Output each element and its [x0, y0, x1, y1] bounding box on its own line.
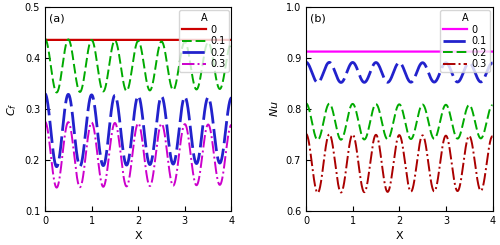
0.1 — [374, 62, 380, 65]
0.3 — [64, 125, 70, 128]
0 — [225, 38, 231, 41]
0.2 — [54, 165, 60, 168]
0.2 — [324, 105, 330, 108]
0.2 — [303, 102, 309, 105]
0.1 — [314, 81, 320, 84]
0.3 — [303, 133, 309, 135]
0.3 — [74, 178, 80, 181]
0.1 — [336, 79, 342, 82]
0.3 — [54, 186, 60, 189]
0.1 — [122, 86, 128, 89]
0.1 — [490, 61, 496, 64]
0 — [114, 38, 119, 41]
0.2 — [336, 134, 342, 137]
0 — [303, 50, 309, 53]
Line: 0.1: 0.1 — [45, 39, 232, 93]
0.3 — [382, 187, 388, 190]
0.1 — [228, 41, 234, 44]
0.1 — [486, 66, 492, 69]
0 — [122, 38, 128, 41]
0 — [324, 50, 330, 53]
Text: (b): (b) — [310, 13, 326, 24]
0 — [336, 50, 342, 53]
0 — [382, 50, 388, 53]
0.1 — [382, 80, 388, 83]
0.1 — [225, 51, 231, 54]
0 — [204, 38, 210, 41]
0 — [374, 50, 380, 53]
0.3 — [122, 181, 128, 184]
0.3 — [225, 136, 231, 139]
0 — [42, 38, 48, 41]
Legend: 0, 0.1, 0.2, 0.3: 0, 0.1, 0.2, 0.3 — [179, 10, 228, 72]
Line: 0.3: 0.3 — [306, 134, 492, 193]
0.3 — [314, 191, 320, 194]
0.1 — [42, 37, 48, 40]
0.3 — [42, 120, 48, 123]
0.1 — [466, 61, 472, 64]
0.2 — [486, 111, 492, 114]
0.1 — [64, 42, 70, 45]
0.3 — [228, 123, 234, 126]
0.2 — [205, 96, 211, 99]
Line: 0.2: 0.2 — [45, 94, 232, 167]
0.2 — [382, 135, 388, 138]
0.1 — [303, 61, 309, 64]
0.3 — [205, 123, 211, 126]
0.2 — [228, 97, 234, 99]
0 — [466, 50, 471, 53]
0.2 — [225, 110, 231, 113]
0.2 — [374, 104, 380, 107]
0 — [228, 38, 234, 41]
0.2 — [42, 92, 48, 95]
0.2 — [122, 159, 128, 162]
Legend: 0, 0.1, 0.2, 0.3: 0, 0.1, 0.2, 0.3 — [440, 10, 490, 72]
0 — [64, 38, 70, 41]
0.3 — [336, 184, 342, 187]
0.3 — [490, 135, 496, 138]
0.1 — [54, 91, 60, 94]
0.2 — [74, 157, 80, 159]
X-axis label: X: X — [134, 231, 142, 241]
0.2 — [490, 104, 496, 107]
0.1 — [205, 41, 211, 44]
0.2 — [114, 97, 119, 100]
0.3 — [114, 124, 119, 127]
Line: 0.1: 0.1 — [306, 62, 492, 83]
Y-axis label: $Nu$: $Nu$ — [268, 101, 280, 117]
0.1 — [114, 41, 119, 44]
X-axis label: X: X — [396, 231, 403, 241]
0.3 — [374, 136, 380, 139]
Text: (a): (a) — [48, 13, 64, 24]
0 — [74, 38, 80, 41]
0.2 — [64, 98, 70, 101]
0 — [490, 50, 496, 53]
0.3 — [466, 135, 472, 137]
Line: 0.2: 0.2 — [306, 103, 492, 140]
0.1 — [74, 85, 80, 87]
0.1 — [324, 62, 330, 65]
Y-axis label: $C_f$: $C_f$ — [6, 102, 19, 116]
0.3 — [486, 147, 492, 149]
0.2 — [466, 104, 472, 107]
0 — [486, 50, 492, 53]
Line: 0.3: 0.3 — [45, 122, 232, 188]
0.2 — [314, 138, 320, 141]
0.3 — [324, 137, 330, 140]
